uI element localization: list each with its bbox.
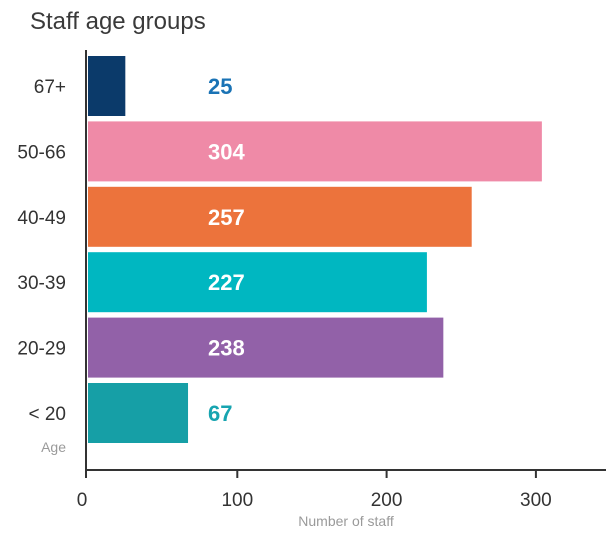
category-label-4: 20-29 xyxy=(17,339,66,360)
category-label-0: 67+ xyxy=(34,77,66,98)
x-tick-label-1: 100 xyxy=(221,490,253,511)
bar-0 xyxy=(88,56,126,116)
value-label-5: 67 xyxy=(208,401,232,426)
value-label-4: 238 xyxy=(208,336,245,361)
value-label-1: 304 xyxy=(208,139,245,164)
bar-2 xyxy=(88,186,472,247)
labels-layer: 67+ 25 50-66 304 40-49 257 30-39 227 20-29 238 < 2… xyxy=(17,74,245,426)
bar-3 xyxy=(88,252,427,313)
x-axis-title: Number of staff xyxy=(298,513,394,529)
x-tick-label-3: 300 xyxy=(520,490,552,511)
category-label-3: 30-39 xyxy=(17,273,66,294)
ticks-layer: 0 100 200 300 xyxy=(77,470,552,511)
bar-1 xyxy=(88,121,542,182)
y-axis-title: Age xyxy=(41,439,66,455)
x-tick-label-2: 200 xyxy=(371,490,403,511)
x-tick-label-0: 0 xyxy=(77,490,88,511)
value-label-2: 257 xyxy=(208,205,245,230)
bar-4 xyxy=(88,317,444,378)
category-label-2: 40-49 xyxy=(17,208,66,229)
chart-title: Staff age groups xyxy=(30,8,206,35)
bar-5 xyxy=(88,383,189,443)
value-label-3: 227 xyxy=(208,270,245,295)
bars-layer xyxy=(88,56,542,443)
category-label-5: < 20 xyxy=(28,404,66,425)
value-label-0: 25 xyxy=(208,74,232,99)
category-label-1: 50-66 xyxy=(17,142,66,163)
